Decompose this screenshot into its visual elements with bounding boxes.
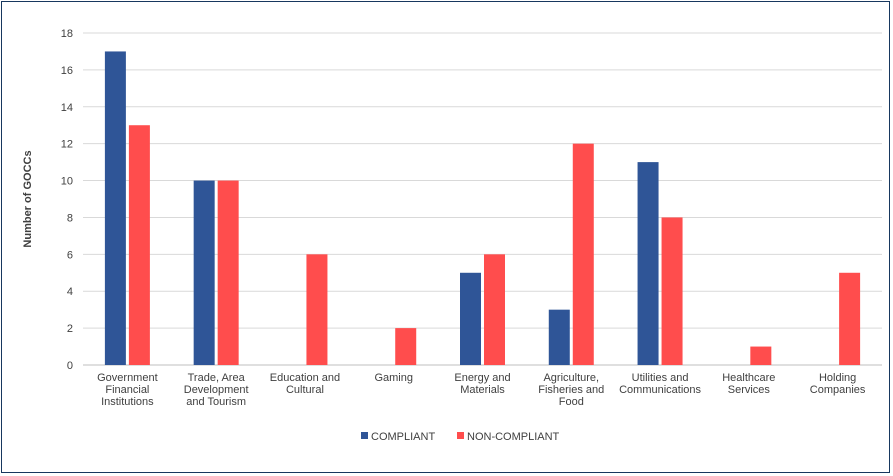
bar-non-compliant-1: [217, 180, 239, 365]
x-tick-label-1-2: and Tourism: [186, 396, 246, 408]
x-tick-label-8-0: Holding: [819, 372, 856, 384]
x-tick-label-4-1: Materials: [460, 384, 505, 396]
bar-non-compliant-4: [484, 254, 505, 365]
bar-compliant-5: [548, 309, 570, 365]
x-tick-label-6-0: Utilities and: [632, 372, 689, 384]
bar-compliant-6: [637, 162, 659, 365]
y-tick-label-0: 0: [67, 360, 73, 372]
bar-non-compliant-2: [306, 254, 328, 365]
legend-swatch-0: [361, 432, 368, 439]
x-tick-label-7-1: Services: [728, 384, 771, 396]
bar-non-compliant-8: [839, 272, 861, 365]
y-tick-label-6: 6: [67, 249, 73, 261]
x-tick-label-5-1: Fisheries and: [538, 384, 604, 396]
x-tick-label-5-0: Agriculture,: [543, 372, 599, 384]
y-tick-label-12: 12: [61, 139, 73, 151]
x-tick-label-2-0: Education and: [270, 372, 340, 384]
legend-swatch-1: [457, 432, 464, 439]
bar-non-compliant-5: [572, 143, 594, 365]
y-tick-label-16: 16: [61, 65, 73, 77]
y-tick-label-10: 10: [61, 176, 73, 188]
x-tick-label-5-2: Food: [559, 396, 584, 408]
x-tick-label-2-1: Cultural: [286, 384, 324, 396]
y-tick-label-8: 8: [67, 212, 73, 224]
bar-compliant-4: [460, 272, 481, 365]
y-tick-label-4: 4: [67, 286, 73, 298]
bar-compliant-1: [193, 180, 215, 365]
x-tick-label-3-0: Gaming: [374, 372, 413, 384]
x-tick-label-1-1: Development: [184, 384, 249, 396]
bar-non-compliant-3: [395, 328, 417, 365]
x-tick-label-6-1: Communications: [619, 384, 701, 396]
x-tick-label-4-0: Energy and: [454, 372, 510, 384]
x-tick-label-0-1: Financial: [105, 384, 149, 396]
bar-non-compliant-0: [128, 125, 150, 365]
y-tick-label-2: 2: [67, 323, 73, 335]
y-tick-label-18: 18: [61, 28, 73, 40]
x-tick-label-0-2: Institutions: [101, 396, 154, 408]
bar-non-compliant-7: [750, 346, 772, 365]
x-tick-label-7-0: Healthcare: [722, 372, 775, 384]
bar-compliant-0: [104, 51, 126, 365]
legend-label-1: NON-COMPLIANT: [467, 431, 560, 443]
y-axis-label: Number of GOCCs: [22, 150, 34, 247]
x-tick-label-0-0: Government: [97, 372, 158, 384]
x-tick-label-8-1: Companies: [810, 384, 866, 396]
x-tick-label-1-0: Trade, Area: [188, 372, 246, 384]
bar-non-compliant-6: [661, 217, 683, 365]
legend-label-0: COMPLIANT: [371, 431, 435, 443]
y-tick-label-14: 14: [61, 102, 73, 114]
